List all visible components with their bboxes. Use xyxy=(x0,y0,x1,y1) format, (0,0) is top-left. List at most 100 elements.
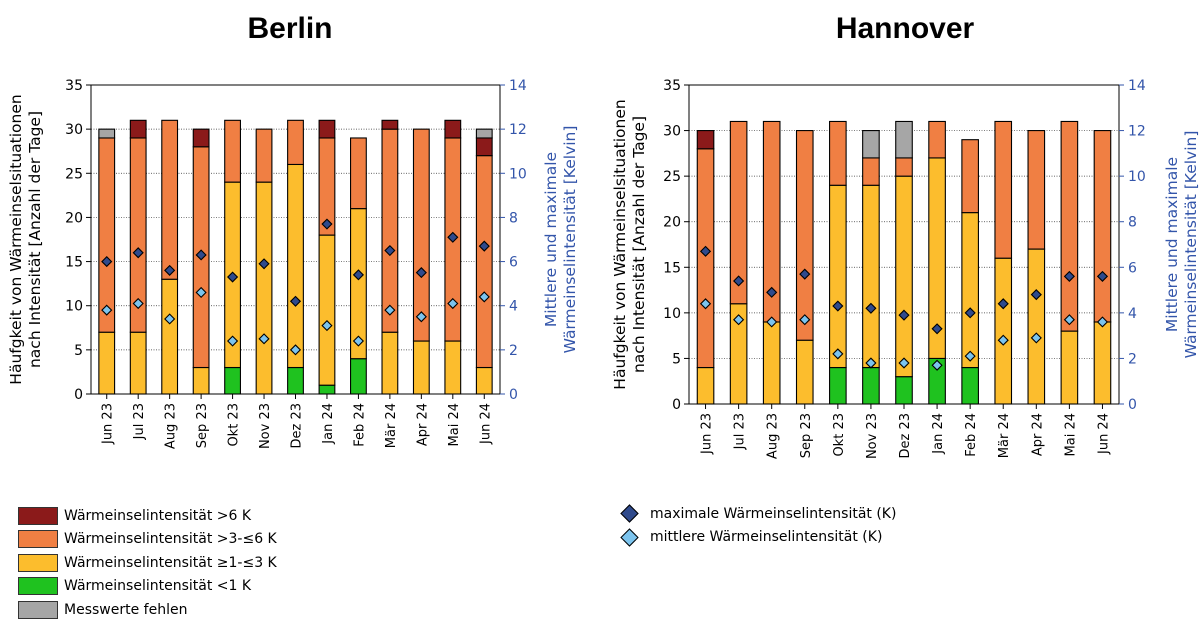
x-tick-label: Jul 23 xyxy=(733,413,748,450)
y-tick-label: 30 xyxy=(65,122,83,138)
y2-axis-label: Wärmeinselintensität [Kelvin] xyxy=(561,126,579,354)
max-intensity-marker xyxy=(226,271,239,283)
legend-diamond-icon xyxy=(618,528,640,547)
legend-swatch xyxy=(18,577,58,596)
mean-intensity-marker xyxy=(289,344,302,356)
bar-segment-ge1le3 xyxy=(994,257,1013,405)
x-tick-label: Feb 24 xyxy=(352,403,367,447)
bar-segment-ge1le3 xyxy=(1060,330,1079,405)
y-tick-label: 10 xyxy=(65,299,83,315)
x-tick-label: Nov 23 xyxy=(865,413,880,459)
bar-segment-ge1le3 xyxy=(444,340,462,395)
y2-axis-label: Wärmeinselintensität [Kelvin] xyxy=(1182,131,1200,359)
x-tick-label: Dez 23 xyxy=(898,413,913,459)
max-intensity-marker xyxy=(766,286,778,298)
max-intensity-marker xyxy=(415,267,427,279)
x-tick-label: Nov 23 xyxy=(258,403,273,449)
legend-item-mean_marker: mittlere Wärmeinselintensität (K) xyxy=(618,526,896,550)
bar-segment-ge1le3 xyxy=(795,339,814,405)
max-intensity-marker xyxy=(898,309,910,321)
y2-axis-label: Mittlere und maximale xyxy=(1163,157,1181,332)
y2-tick-label: 10 xyxy=(509,166,527,182)
bar-segment-missing xyxy=(475,128,493,139)
legend-item-missing: Messwerte fehlen xyxy=(18,598,277,622)
mean-intensity-marker xyxy=(478,291,490,303)
bar-segment-gt3le6 xyxy=(255,128,273,183)
legend-diamond-icon xyxy=(618,504,640,523)
bar-segment-gt3le6 xyxy=(161,119,179,280)
max-intensity-marker xyxy=(799,268,811,280)
max-intensity-marker xyxy=(352,269,365,281)
legend-swatch xyxy=(18,600,58,619)
x-tick-label: Aug 23 xyxy=(766,413,781,459)
mean-intensity-marker xyxy=(415,311,427,323)
y2-tick-label: 10 xyxy=(1128,169,1146,185)
y2-tick-label: 14 xyxy=(509,78,527,94)
mean-intensity-marker xyxy=(1063,314,1075,326)
y-axis-label: nach Intensität [Anzahl der Tage] xyxy=(630,116,648,373)
bar-segment-gt3le6 xyxy=(475,155,493,369)
bar-segment-gt6 xyxy=(129,119,147,139)
max-intensity-marker xyxy=(195,249,207,261)
mean-intensity-marker xyxy=(447,297,459,310)
bar-segment-ge1le3 xyxy=(961,212,979,369)
legend-item-gt6: Wärmeinselintensität >6 K xyxy=(18,504,277,528)
bar-segment-gt3le6 xyxy=(381,128,399,333)
y-tick-label: 15 xyxy=(663,260,681,276)
legend-label: Wärmeinselintensität >6 K xyxy=(64,507,252,524)
bar-segment-gt3le6 xyxy=(1060,120,1079,332)
bar-segment-gt3le6 xyxy=(895,157,913,177)
legend-item-gt3le6: Wärmeinselintensität >3-≤6 K xyxy=(18,528,277,552)
bar-segment-ge1le3 xyxy=(895,175,913,378)
max-intensity-marker xyxy=(964,307,976,319)
bar-segment-gt6 xyxy=(381,119,399,130)
legend-item-ge1le3: Wärmeinselintensität ≥1-≤3 K xyxy=(18,551,277,575)
legend-categories: Wärmeinselintensität >6 K Wärmeinselinten… xyxy=(18,504,277,622)
mean-intensity-marker xyxy=(799,314,811,326)
max-intensity-marker xyxy=(132,247,144,259)
y-tick-label: 25 xyxy=(663,169,681,185)
x-tick-label: Jan 24 xyxy=(321,403,336,445)
y2-tick-label: 12 xyxy=(509,122,527,138)
y-tick-label: 5 xyxy=(672,351,681,367)
max-intensity-marker xyxy=(321,218,333,230)
y2-axis-label: Mittlere und maximale xyxy=(542,152,560,327)
legend-label: Wärmeinselintensität >3-≤6 K xyxy=(64,531,277,548)
mean-intensity-marker xyxy=(258,333,270,345)
bar-segment-gt3le6 xyxy=(729,120,748,305)
bar-segment-ge1le3 xyxy=(318,234,336,386)
mean-intensity-marker xyxy=(865,357,877,369)
x-tick-label: Apr 24 xyxy=(415,403,430,446)
y2-tick-label: 6 xyxy=(509,255,518,271)
mean-intensity-marker xyxy=(195,286,207,299)
mean-intensity-marker xyxy=(832,348,844,360)
y2-tick-label: 0 xyxy=(1128,397,1137,413)
y-tick-label: 20 xyxy=(663,215,681,231)
x-tick-label: Jul 23 xyxy=(132,403,147,440)
x-tick-label: Mai 24 xyxy=(447,403,462,446)
max-intensity-marker xyxy=(733,275,745,287)
bar-segment-gt6 xyxy=(696,130,715,150)
x-tick-label: Dez 23 xyxy=(290,403,305,449)
mean-intensity-marker xyxy=(384,304,396,316)
mean-intensity-marker xyxy=(964,350,976,362)
bar-segment-gt3le6 xyxy=(287,119,304,166)
bar-segment-missing xyxy=(98,128,116,139)
bar-segment-ge1le3 xyxy=(696,366,715,405)
y-tick-label: 5 xyxy=(74,343,83,359)
x-tick-label: Jun 23 xyxy=(700,413,715,455)
legend-label: Wärmeinselintensität ≥1-≤3 K xyxy=(64,554,277,571)
legend-swatch xyxy=(18,506,58,525)
y-axis-label: Häufgkeit von Wärmeinselsituationen xyxy=(7,94,25,384)
x-tick-label: Jun 24 xyxy=(1096,413,1111,455)
bar-segment-ge1le3 xyxy=(255,181,273,395)
x-tick-label: Mär 24 xyxy=(997,413,1012,458)
x-tick-label: Feb 24 xyxy=(964,413,979,457)
mean-intensity-marker xyxy=(898,357,910,369)
mean-intensity-marker xyxy=(931,359,943,371)
y-tick-label: 35 xyxy=(65,78,83,94)
bar-segment-gt6 xyxy=(318,119,336,139)
y2-tick-label: 4 xyxy=(509,299,518,315)
x-tick-label: Mai 24 xyxy=(1063,413,1078,456)
bar-segment-ge1le3 xyxy=(862,184,880,369)
